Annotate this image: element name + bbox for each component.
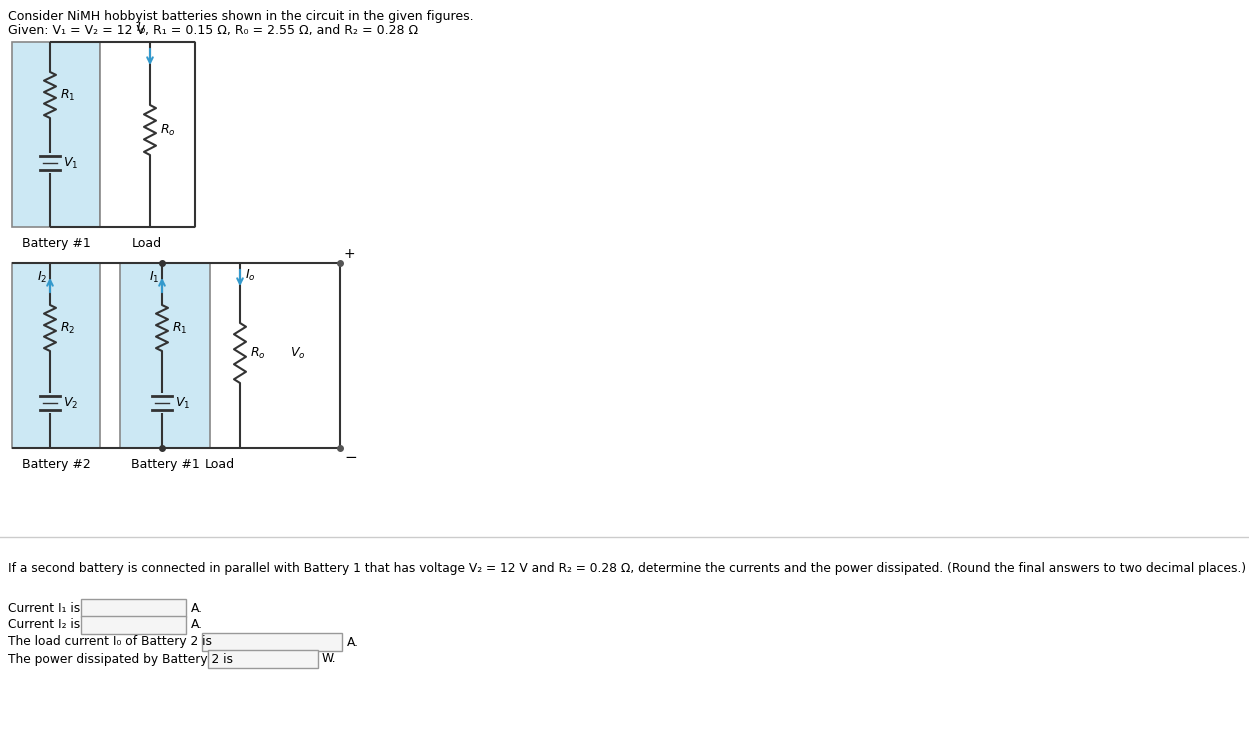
Text: The load current I₀ of Battery 2 is: The load current I₀ of Battery 2 is bbox=[7, 635, 212, 649]
Text: $R_1$: $R_1$ bbox=[172, 321, 187, 335]
Text: $V_o$: $V_o$ bbox=[290, 346, 306, 361]
Text: A.: A. bbox=[191, 619, 202, 631]
Text: $V_1$: $V_1$ bbox=[175, 395, 190, 410]
Bar bbox=[12, 42, 100, 227]
Text: $V_1$: $V_1$ bbox=[62, 156, 79, 171]
Text: If a second battery is connected in parallel with Battery 1 that has voltage V₂ : If a second battery is connected in para… bbox=[7, 562, 1247, 575]
Text: $I_1$: $I_1$ bbox=[149, 270, 159, 285]
Text: $R_2$: $R_2$ bbox=[60, 321, 75, 335]
Text: $R_o$: $R_o$ bbox=[250, 346, 266, 361]
Text: Given: V₁ = V₂ = 12 V, R₁ = 0.15 Ω, R₀ = 2.55 Ω, and R₂ = 0.28 Ω: Given: V₁ = V₂ = 12 V, R₁ = 0.15 Ω, R₀ =… bbox=[7, 24, 418, 37]
Text: Battery #1: Battery #1 bbox=[21, 237, 90, 250]
Text: Load: Load bbox=[205, 458, 235, 471]
Text: −: − bbox=[343, 450, 357, 465]
Text: Current I₁ is: Current I₁ is bbox=[7, 602, 80, 614]
Text: Battery #1: Battery #1 bbox=[131, 458, 200, 471]
Text: A.: A. bbox=[191, 602, 202, 614]
Text: A.: A. bbox=[346, 635, 358, 649]
Text: $R_1$: $R_1$ bbox=[60, 88, 75, 102]
Bar bbox=[120, 263, 210, 448]
Bar bbox=[12, 263, 100, 448]
Text: Current I₂ is: Current I₂ is bbox=[7, 619, 80, 631]
Text: $I_o$: $I_o$ bbox=[136, 21, 147, 36]
Text: Load: Load bbox=[132, 237, 162, 250]
Text: +: + bbox=[343, 247, 356, 261]
Text: $I_2$: $I_2$ bbox=[36, 270, 47, 285]
Text: Battery #2: Battery #2 bbox=[21, 458, 90, 471]
Bar bbox=[202, 633, 342, 651]
Text: W.: W. bbox=[322, 652, 337, 666]
Text: $R_o$: $R_o$ bbox=[160, 122, 176, 137]
Text: The power dissipated by Battery 2 is: The power dissipated by Battery 2 is bbox=[7, 652, 234, 666]
Text: $I_o$: $I_o$ bbox=[245, 268, 256, 283]
Text: $V_2$: $V_2$ bbox=[62, 395, 79, 410]
Bar bbox=[81, 599, 186, 617]
Bar bbox=[100, 42, 195, 227]
Bar bbox=[81, 616, 186, 634]
Text: Consider NiMH hobbyist batteries shown in the circuit in the given figures.: Consider NiMH hobbyist batteries shown i… bbox=[7, 10, 473, 23]
Bar bbox=[209, 650, 318, 668]
